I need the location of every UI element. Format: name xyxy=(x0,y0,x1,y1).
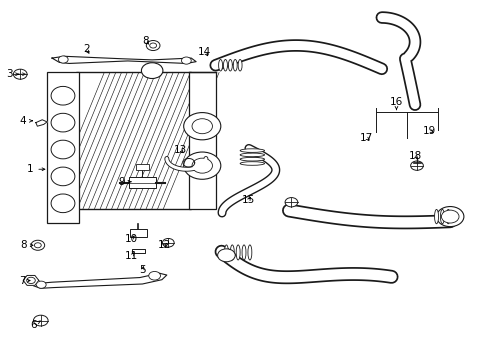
Ellipse shape xyxy=(240,157,265,161)
Circle shape xyxy=(437,207,464,226)
Text: 6: 6 xyxy=(30,320,40,330)
Circle shape xyxy=(26,277,35,284)
Circle shape xyxy=(31,240,45,250)
Circle shape xyxy=(58,56,68,63)
Bar xyxy=(136,164,149,170)
Circle shape xyxy=(13,69,27,79)
Ellipse shape xyxy=(51,194,75,213)
Bar xyxy=(189,72,216,209)
Circle shape xyxy=(192,119,213,134)
Ellipse shape xyxy=(435,210,439,224)
Text: 14: 14 xyxy=(198,46,212,57)
Text: 8: 8 xyxy=(20,240,33,250)
Polygon shape xyxy=(23,275,39,285)
Ellipse shape xyxy=(51,113,75,132)
Text: 9: 9 xyxy=(119,177,131,187)
Text: 17: 17 xyxy=(360,133,373,143)
Polygon shape xyxy=(32,273,167,288)
Circle shape xyxy=(192,158,213,173)
Bar xyxy=(130,229,147,237)
Text: 13: 13 xyxy=(174,144,187,154)
Circle shape xyxy=(149,271,160,280)
Circle shape xyxy=(411,161,423,170)
Ellipse shape xyxy=(219,59,222,71)
Polygon shape xyxy=(36,120,47,126)
Ellipse shape xyxy=(51,86,75,105)
Ellipse shape xyxy=(446,210,450,224)
Circle shape xyxy=(36,281,46,288)
Circle shape xyxy=(150,43,157,48)
Bar xyxy=(129,177,156,188)
Circle shape xyxy=(34,243,41,248)
Circle shape xyxy=(181,57,191,64)
Circle shape xyxy=(162,238,174,247)
Circle shape xyxy=(184,113,221,140)
Ellipse shape xyxy=(223,59,227,71)
Circle shape xyxy=(33,315,48,326)
Text: 7: 7 xyxy=(19,276,30,286)
Ellipse shape xyxy=(238,59,242,71)
Text: 10: 10 xyxy=(125,234,138,244)
Ellipse shape xyxy=(224,245,228,260)
Text: 4: 4 xyxy=(20,116,32,126)
Text: 15: 15 xyxy=(242,195,255,205)
Ellipse shape xyxy=(240,153,265,157)
Ellipse shape xyxy=(236,245,240,260)
Text: 8: 8 xyxy=(142,36,148,46)
Circle shape xyxy=(147,41,160,50)
Ellipse shape xyxy=(441,210,444,224)
Text: 5: 5 xyxy=(139,265,146,275)
Text: 11: 11 xyxy=(125,251,138,261)
Ellipse shape xyxy=(51,140,75,159)
Bar xyxy=(47,72,79,223)
Circle shape xyxy=(184,152,221,179)
Text: 18: 18 xyxy=(408,150,422,161)
Text: 1: 1 xyxy=(26,164,45,174)
Text: 12: 12 xyxy=(158,240,171,250)
Circle shape xyxy=(218,249,235,262)
Ellipse shape xyxy=(248,245,252,260)
Circle shape xyxy=(285,198,298,207)
Text: 3: 3 xyxy=(6,69,19,79)
Bar xyxy=(76,72,191,209)
Circle shape xyxy=(441,210,459,223)
Ellipse shape xyxy=(242,245,246,260)
Text: 2: 2 xyxy=(83,44,90,54)
Text: 16: 16 xyxy=(390,97,403,110)
Ellipse shape xyxy=(51,167,75,186)
Ellipse shape xyxy=(230,245,234,260)
Text: 19: 19 xyxy=(423,126,436,135)
Ellipse shape xyxy=(228,59,232,71)
Ellipse shape xyxy=(233,59,237,71)
Ellipse shape xyxy=(240,149,265,152)
Ellipse shape xyxy=(240,162,265,165)
Circle shape xyxy=(142,63,163,78)
